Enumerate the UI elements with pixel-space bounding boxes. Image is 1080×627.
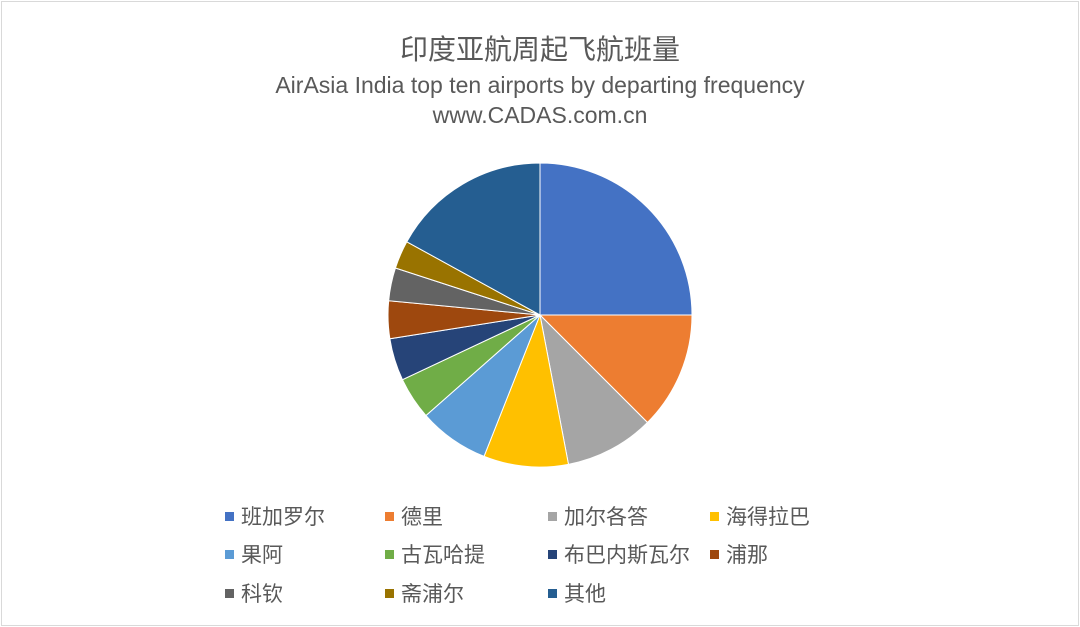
pie-slice-10 [406, 162, 541, 316]
pie-slice-3 [483, 313, 570, 468]
pie-slice-0 [539, 162, 693, 316]
chart-title: 印度亚航周起飞航班量 [399, 33, 680, 66]
pie-slice-2 [539, 313, 649, 465]
pie-slice-1 [538, 314, 693, 424]
chart-subtitle: AirAsia India top ten airports by depart… [275, 72, 805, 98]
chart-source: www.CADAS.com.cn [432, 102, 648, 128]
